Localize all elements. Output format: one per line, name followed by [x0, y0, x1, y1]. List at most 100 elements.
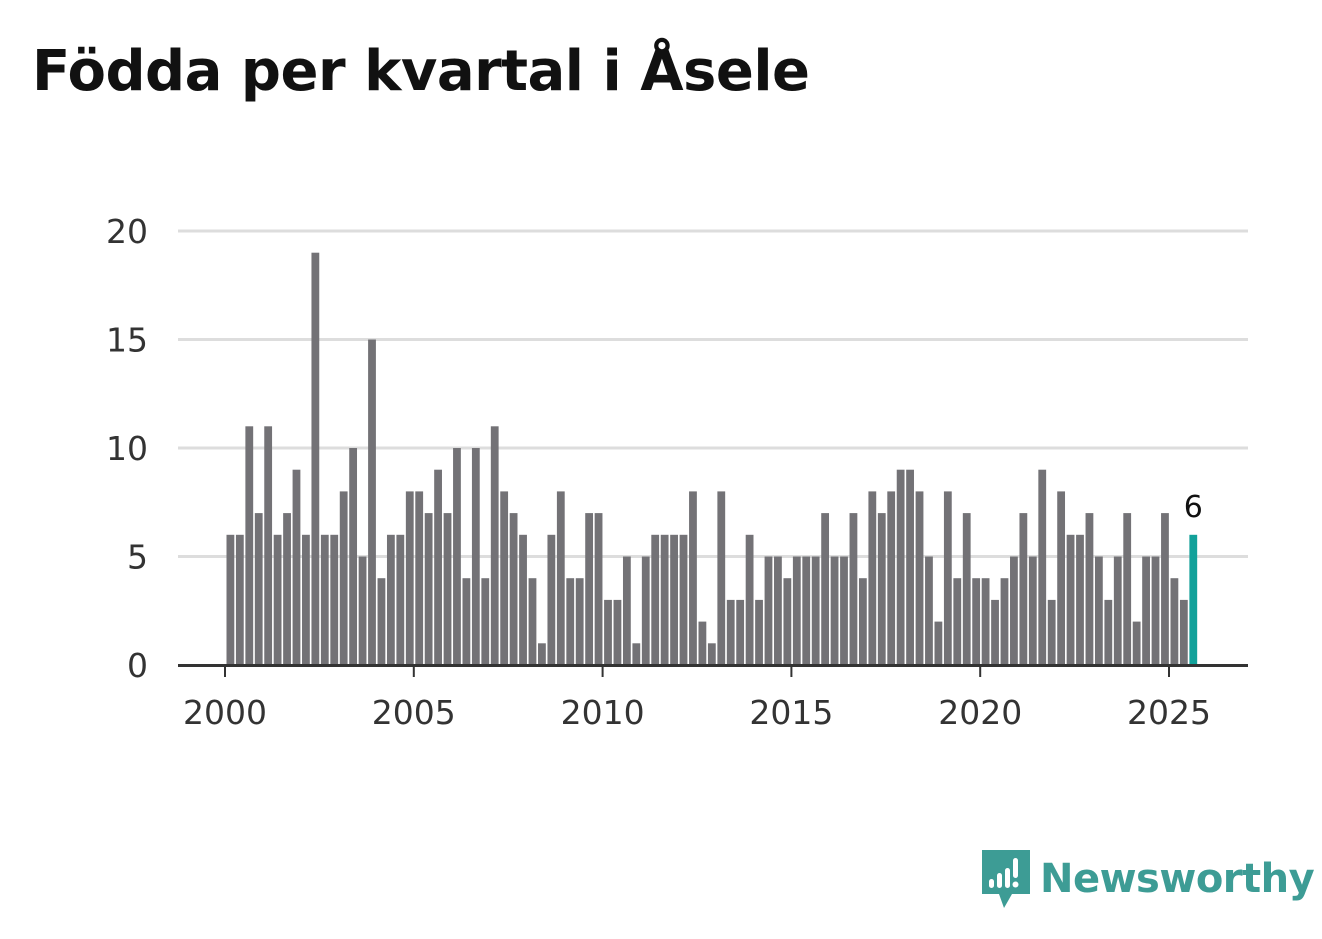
- bar: [481, 578, 490, 665]
- bar: [1076, 534, 1084, 665]
- bar: [377, 578, 386, 665]
- bar: [1104, 599, 1113, 665]
- bar: [972, 578, 981, 665]
- bar: [953, 578, 962, 665]
- bar: [679, 534, 688, 665]
- bar: [651, 534, 660, 665]
- bar: [302, 534, 310, 665]
- bar: [1000, 578, 1009, 665]
- bar: [1085, 513, 1094, 665]
- bar: [840, 556, 848, 665]
- bar: [226, 534, 235, 665]
- bar: [528, 578, 537, 665]
- bar: [622, 556, 631, 665]
- bar: [566, 578, 575, 665]
- bars: [226, 252, 1198, 665]
- bar: [330, 534, 339, 665]
- bar: [934, 621, 943, 665]
- bar: [660, 534, 669, 665]
- bar: [858, 578, 867, 665]
- bar: [717, 491, 726, 665]
- chart-title: Födda per kvartal i Åsele: [32, 39, 810, 104]
- last-value-label: 6: [1184, 490, 1203, 525]
- bar: [349, 448, 358, 665]
- newsworthy-logo: Newsworthy: [980, 848, 1315, 910]
- bar: [868, 491, 877, 665]
- bar: [490, 426, 499, 665]
- bar: [538, 643, 546, 665]
- bar: [906, 469, 914, 665]
- bar: [547, 534, 556, 665]
- bar: [245, 426, 254, 665]
- bar: [556, 491, 565, 665]
- bar: [1142, 556, 1150, 665]
- x-tick-label: 2025: [1127, 693, 1211, 732]
- y-tick-label: 5: [127, 538, 148, 577]
- x-tick-label: 2010: [561, 693, 645, 732]
- bar: [585, 513, 594, 665]
- bar: [745, 534, 754, 665]
- bar: [1047, 599, 1056, 665]
- bar: [509, 513, 518, 665]
- x-tick-label: 2015: [749, 693, 833, 732]
- bar: [292, 469, 301, 665]
- bar: [896, 469, 905, 665]
- bar: [1179, 599, 1188, 665]
- x-tick-label: 2020: [938, 693, 1022, 732]
- bar: [764, 556, 773, 665]
- bar: [792, 556, 801, 665]
- bar: [386, 534, 395, 665]
- y-tick-label: 10: [106, 429, 148, 468]
- bar: [707, 643, 716, 665]
- bar: [755, 599, 763, 665]
- bar: [575, 578, 584, 665]
- bar: [1066, 534, 1075, 665]
- bar: [519, 534, 527, 665]
- bar: [1094, 556, 1103, 665]
- bar: [320, 534, 329, 665]
- bar: [1151, 556, 1160, 665]
- x-tick-label: 2000: [183, 693, 267, 732]
- bar: [821, 513, 830, 665]
- bar: [443, 513, 452, 665]
- bar: [811, 556, 820, 665]
- bar: [774, 556, 782, 665]
- bar: [991, 599, 999, 665]
- bar: [594, 513, 603, 665]
- bar: [670, 534, 678, 665]
- bar: [273, 534, 282, 665]
- bar: [1161, 513, 1169, 665]
- y-tick-label: 15: [106, 321, 148, 360]
- brand-name: Newsworthy: [1040, 856, 1315, 902]
- bar: [877, 513, 886, 665]
- bar: [471, 448, 480, 665]
- bar: [783, 578, 792, 665]
- bar: [311, 252, 320, 665]
- bar: [925, 556, 933, 665]
- bar: [339, 491, 348, 665]
- bar: [1019, 513, 1028, 665]
- bar: [358, 556, 367, 665]
- bar: [283, 513, 291, 665]
- bar: [736, 599, 745, 665]
- bar-highlight: [1189, 534, 1198, 665]
- bar: [1010, 556, 1018, 665]
- bar: [962, 513, 971, 665]
- bar: [1038, 469, 1047, 665]
- bar: [368, 339, 376, 665]
- bar: [235, 534, 244, 665]
- bar: [802, 556, 811, 665]
- bar: [1123, 513, 1132, 665]
- bar: [613, 599, 622, 665]
- bar: [981, 578, 990, 665]
- bar: [264, 426, 273, 665]
- bar: [1028, 556, 1037, 665]
- bar: [424, 513, 433, 665]
- labels: 0 5 10 15 20 2000 2005 2010 2015 2020 2025 6: [106, 212, 1211, 732]
- bar: [405, 491, 414, 665]
- bar: [453, 448, 461, 665]
- bar: [943, 491, 952, 665]
- newsworthy-logo-icon: [982, 850, 1030, 908]
- bar: [1132, 621, 1141, 665]
